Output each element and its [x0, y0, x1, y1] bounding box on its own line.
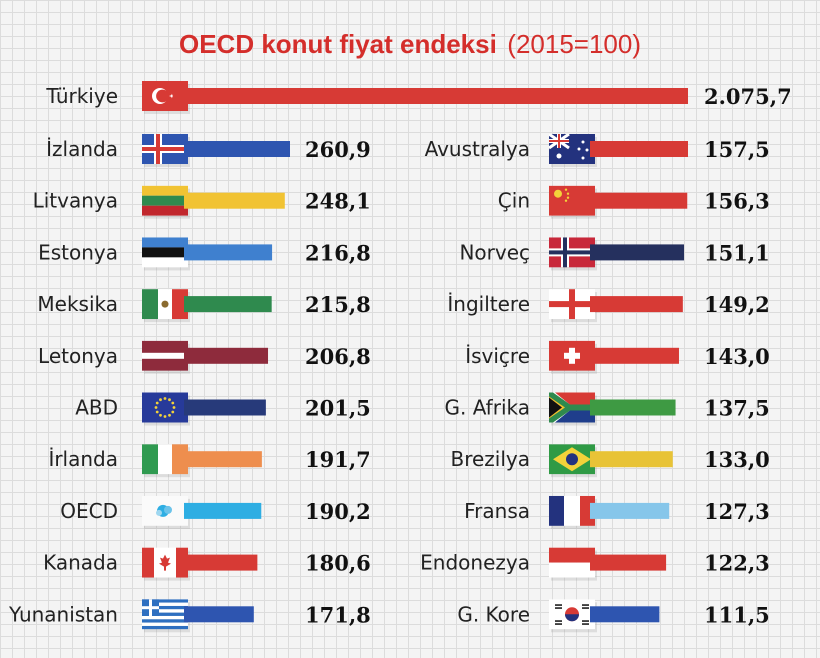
- bar-izlanda: [184, 141, 290, 157]
- country-label-kanada: Kanada: [43, 551, 118, 575]
- chart-title-main: OECD konut fiyat endeksi: [179, 29, 497, 59]
- lithuania-flag-icon: [142, 185, 190, 219]
- china-flag-icon: [549, 185, 597, 219]
- country-label-ingiltere: İngiltere: [447, 292, 530, 316]
- country-label-oecd: OECD: [60, 499, 118, 523]
- value-label-endonezya: 122,3: [704, 551, 770, 576]
- country-label-litvanya: Litvanya: [33, 189, 118, 213]
- bar-endonezya: [590, 554, 667, 571]
- country-label-norvec: Norveç: [459, 240, 530, 264]
- switzerland-flag-icon: [549, 340, 597, 374]
- value-label-abd: 201,5: [305, 396, 371, 421]
- bar-fransa: [590, 502, 670, 519]
- bar-brezilya: [590, 451, 673, 468]
- country-label-cin: Çin: [498, 189, 530, 213]
- mexico-flag-icon: [142, 289, 190, 323]
- chart-rows: Türkiye 2.075,7 İzlanda 260,9 Litvanya 248,1 E…: [8, 81, 792, 633]
- bar-yunanistan: [184, 606, 254, 623]
- value-label-oecd: 190,2: [305, 499, 371, 524]
- value-label-isvicre: 143,0: [704, 344, 770, 369]
- value-label-irlanda: 191,7: [305, 447, 371, 472]
- value-label-fransa: 127,3: [704, 499, 770, 524]
- eu-flag-icon: [142, 392, 190, 426]
- bar-kanada: [184, 554, 258, 571]
- bar-ingiltere: [590, 296, 683, 313]
- bar-cin: [590, 192, 688, 209]
- bar-turkiye: [184, 88, 688, 104]
- oecd-flag-icon: [142, 495, 190, 529]
- value-label-brezilya: 133,0: [704, 447, 770, 472]
- country-label-isvicre: İsviçre: [465, 344, 530, 368]
- bar-avustralya: [590, 141, 688, 157]
- bar-meksika: [184, 296, 272, 313]
- south-korea-flag-icon: [549, 599, 597, 633]
- bar-norvec: [590, 244, 685, 261]
- country-label-yunanistan: Yunanistan: [8, 602, 118, 626]
- value-label-avustralya: 157,5: [704, 137, 770, 162]
- value-label-g-afrika: 137,5: [704, 396, 770, 421]
- value-label-litvanya: 248,1: [305, 189, 371, 214]
- country-label-letonya: Letonya: [38, 344, 118, 368]
- country-label-turkiye: Türkiye: [45, 84, 118, 108]
- country-label-fransa: Fransa: [464, 499, 530, 523]
- value-label-ingiltere: 149,2: [704, 292, 770, 317]
- value-label-g-kore: 111,5: [704, 602, 770, 627]
- value-label-norvec: 151,1: [704, 240, 770, 265]
- bar-litvanya: [184, 192, 285, 209]
- chart-title: OECD konut fiyat endeksi (2015=100): [179, 29, 641, 59]
- bar-estonya: [184, 244, 273, 261]
- chart-subtitle: (2015=100): [507, 29, 641, 59]
- value-label-estonya: 216,8: [305, 240, 371, 265]
- turkey-flag-icon: [142, 81, 190, 114]
- value-label-turkiye: 2.075,7: [704, 84, 792, 109]
- country-label-meksika: Meksika: [37, 292, 118, 316]
- bar-g-afrika: [590, 399, 676, 416]
- country-label-abd: ABD: [75, 396, 118, 420]
- country-label-irlanda: İrlanda: [48, 447, 118, 471]
- country-label-avustralya: Avustralya: [425, 137, 530, 161]
- france-flag-icon: [549, 495, 597, 529]
- indonesia-flag-icon: [549, 547, 597, 581]
- bar-abd: [184, 399, 266, 416]
- value-label-letonya: 206,8: [305, 344, 371, 369]
- value-label-cin: 156,3: [704, 189, 770, 214]
- latvia-flag-icon: [142, 340, 190, 374]
- bar-isvicre: [590, 347, 679, 364]
- country-label-endonezya: Endonezya: [420, 551, 530, 575]
- country-label-g-kore: G. Kore: [457, 602, 530, 626]
- canada-flag-icon: [142, 547, 190, 581]
- value-label-yunanistan: 171,8: [305, 602, 371, 627]
- norway-flag-icon: [549, 237, 597, 271]
- value-label-meksika: 215,8: [305, 292, 371, 317]
- bar-irlanda: [184, 451, 262, 468]
- iceland-flag-icon: [142, 134, 190, 167]
- value-label-izlanda: 260,9: [305, 137, 371, 162]
- south-africa-flag-icon: [549, 392, 597, 426]
- brazil-flag-icon: [549, 444, 597, 478]
- england-flag-icon: [549, 289, 597, 323]
- bar-oecd: [184, 502, 262, 519]
- bar-letonya: [184, 347, 269, 364]
- country-label-g-afrika: G. Afrika: [445, 396, 531, 420]
- country-label-brezilya: Brezilya: [450, 447, 530, 471]
- ireland-flag-icon: [142, 444, 190, 478]
- greece-flag-icon: [142, 599, 190, 633]
- country-label-izlanda: İzlanda: [46, 137, 118, 161]
- estonia-flag-icon: [142, 237, 190, 271]
- value-label-kanada: 180,6: [305, 551, 371, 576]
- australia-flag-icon: [549, 134, 597, 167]
- bar-g-kore: [590, 606, 660, 623]
- country-label-estonya: Estonya: [38, 240, 118, 264]
